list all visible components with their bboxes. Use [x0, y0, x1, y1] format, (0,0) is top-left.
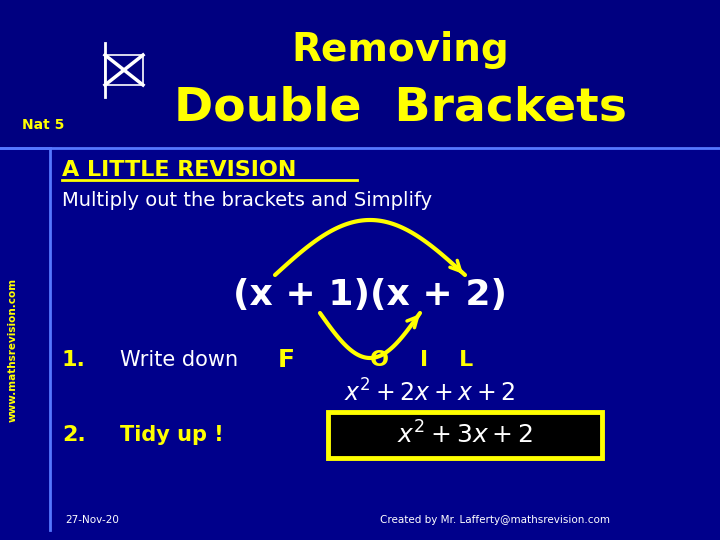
Text: Tidy up !: Tidy up !: [120, 425, 224, 445]
Text: 1.: 1.: [62, 350, 86, 370]
Text: $x^2 + 3x + 2$: $x^2 + 3x + 2$: [397, 421, 533, 449]
Text: Created by Mr. Lafferty@mathsrevision.com: Created by Mr. Lafferty@mathsrevision.co…: [380, 515, 610, 525]
Text: Nat 5: Nat 5: [22, 118, 64, 132]
Text: Double  Brackets: Double Brackets: [174, 85, 626, 131]
Text: O    I    L: O I L: [370, 350, 473, 370]
Text: 27-Nov-20: 27-Nov-20: [65, 515, 119, 525]
FancyBboxPatch shape: [328, 412, 602, 458]
Text: Multiply out the brackets and Simplify: Multiply out the brackets and Simplify: [62, 191, 432, 210]
Text: Write down: Write down: [120, 350, 245, 370]
Text: (x + 1)(x + 2): (x + 1)(x + 2): [233, 278, 507, 312]
Text: www.mathsrevision.com: www.mathsrevision.com: [8, 278, 18, 422]
Text: 2.: 2.: [62, 425, 86, 445]
Text: F: F: [278, 348, 295, 372]
Text: A LITTLE REVISION: A LITTLE REVISION: [62, 160, 297, 180]
Text: Removing: Removing: [291, 31, 509, 69]
Text: $x^2 + 2x + x + 2$: $x^2 + 2x + x + 2$: [344, 380, 516, 407]
Bar: [0, 0, 720, 148]
